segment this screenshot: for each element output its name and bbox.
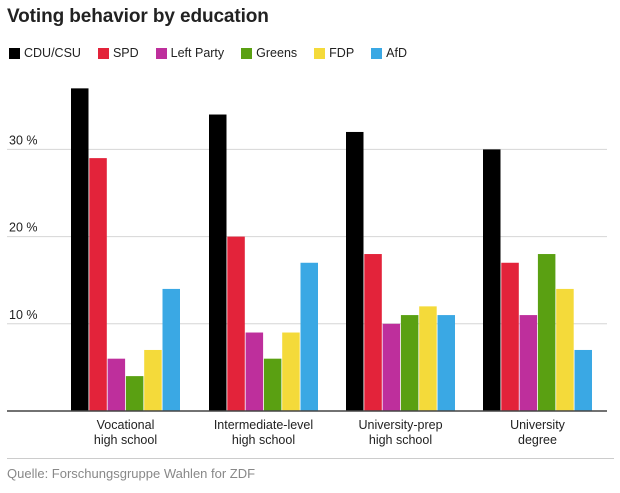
- bar-fdp-1: [144, 349, 162, 411]
- bar-spd-2: [227, 236, 245, 411]
- legend-label: SPD: [112, 46, 139, 60]
- x-tick-label: Vocational high school: [94, 418, 157, 447]
- bar-left-party-3: [382, 323, 401, 411]
- legend-label: Left Party: [170, 46, 225, 60]
- legend-item-fdp: FDP: [314, 46, 354, 60]
- source-note: Quelle: Forschungsgruppe Wahlen for ZDF: [7, 466, 256, 481]
- bar-cdu-csu-3: [346, 131, 364, 411]
- bar-left-party-1: [107, 358, 126, 411]
- bar-greens-4: [537, 254, 556, 411]
- legend-item-greens: Greens: [241, 46, 297, 60]
- legend-swatch: [97, 47, 109, 59]
- legend-item-cdu-csu: CDU/CSU: [9, 46, 81, 60]
- legend: CDU/CSU SPD Left Party Greens FDP AfD: [9, 46, 424, 60]
- bar-greens-1: [125, 376, 144, 411]
- x-tick-label: University degree: [510, 418, 566, 447]
- bar-spd-3: [364, 254, 382, 411]
- y-tick-label: 20 %: [9, 221, 38, 235]
- y-tick-label: 10 %: [9, 308, 38, 322]
- legend-swatch: [314, 47, 326, 59]
- bar-fdp-3: [419, 306, 437, 411]
- x-tick-label: University-prep high school: [358, 418, 442, 447]
- bar-afd-4: [574, 349, 592, 411]
- legend-label: CDU/CSU: [24, 46, 81, 60]
- bar-greens-2: [263, 358, 282, 411]
- legend-label: FDP: [329, 46, 355, 60]
- bar-spd-4: [501, 262, 519, 411]
- legend-swatch: [371, 47, 383, 59]
- legend-label: Greens: [256, 46, 298, 60]
- bar-cdu-csu-4: [483, 149, 501, 411]
- bar-afd-1: [162, 288, 180, 411]
- legend-item-left-party: Left Party: [155, 46, 225, 60]
- bar-fdp-4: [556, 288, 574, 411]
- x-tick-label: Intermediate-level high school: [214, 418, 313, 447]
- bar-cdu-csu-1: [71, 88, 89, 412]
- bar-afd-3: [437, 315, 455, 411]
- legend-swatch: [241, 47, 253, 59]
- legend-swatch: [155, 47, 167, 59]
- bar-fdp-2: [282, 332, 300, 411]
- legend-swatch: [9, 47, 20, 59]
- bar-cdu-csu-2: [209, 114, 227, 412]
- chart-title: Voting behavior by education: [7, 6, 269, 27]
- bar-left-party-4: [519, 315, 538, 411]
- legend-item-afd: AfD: [371, 46, 407, 60]
- bar-spd-1: [89, 158, 107, 411]
- bar-greens-3: [400, 315, 419, 411]
- bar-afd-2: [300, 262, 318, 411]
- legend-item-spd: SPD: [97, 46, 139, 60]
- bar-left-party-2: [245, 332, 264, 411]
- legend-label: AfD: [386, 46, 407, 60]
- footer-divider: [7, 458, 614, 459]
- y-tick-label: 30 %: [9, 133, 38, 147]
